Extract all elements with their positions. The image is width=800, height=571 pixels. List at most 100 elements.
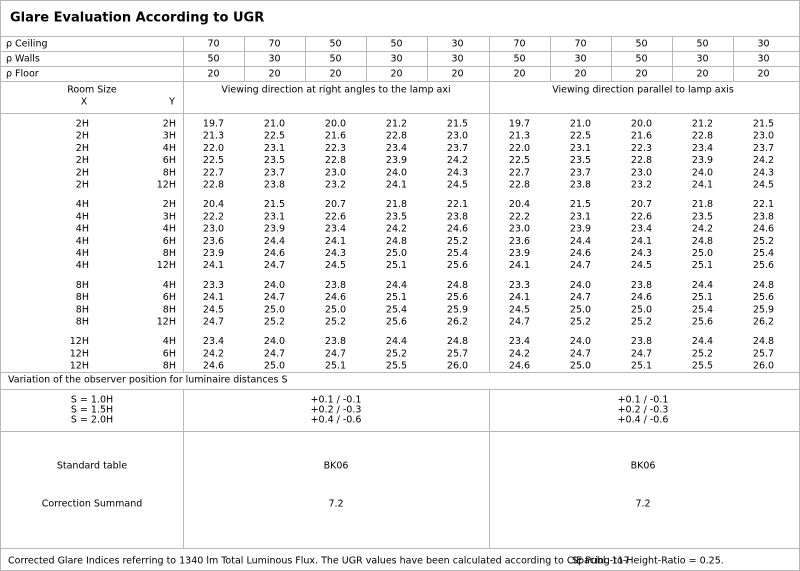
ugr-value: 23.9 — [570, 224, 591, 235]
variation-value: +0.4 / -0.6 — [618, 415, 669, 426]
ugr-value: 21.3 — [203, 131, 224, 142]
reflectance-value: 30 — [574, 54, 586, 65]
ugr-value: 22.8 — [325, 155, 346, 166]
ugr-value: 25.6 — [692, 317, 713, 328]
room-x: 8H — [76, 292, 89, 303]
ugr-value: 24.8 — [753, 336, 774, 347]
ugr-value: 22.5 — [264, 131, 285, 142]
reflectance-value: 30 — [757, 54, 769, 65]
ugr-value: 25.6 — [753, 292, 774, 303]
ugr-value: 24.7 — [264, 260, 285, 271]
ugr-value: 21.6 — [325, 131, 346, 142]
ugr-value: 22.0 — [509, 143, 530, 154]
ugr-value: 25.2 — [753, 236, 774, 247]
title: Glare Evaluation According to UGR — [10, 11, 264, 26]
ugr-value: 25.0 — [570, 304, 591, 315]
s-label: S = 2.0H — [71, 415, 113, 426]
ugr-value: 24.8 — [447, 280, 468, 291]
ugr-value: 26.0 — [447, 361, 468, 372]
room-y: 4H — [163, 224, 176, 235]
ugr-value: 22.8 — [631, 155, 652, 166]
ugr-value: 22.2 — [203, 211, 224, 222]
ugr-value: 25.2 — [447, 236, 468, 247]
ugr-value: 24.1 — [203, 292, 224, 303]
variation-value: +0.2 / -0.3 — [311, 405, 362, 416]
ugr-value: 23.8 — [447, 211, 468, 222]
ugr-value: 24.1 — [692, 180, 713, 191]
ugr-value: 25.1 — [386, 292, 407, 303]
ugr-value: 24.6 — [753, 224, 774, 235]
ugr-value: 22.5 — [570, 131, 591, 142]
ugr-value: 26.2 — [753, 317, 774, 328]
ugr-value: 23.8 — [631, 280, 652, 291]
reflectance-value: 20 — [390, 69, 402, 80]
ugr-value: 20.4 — [203, 199, 224, 210]
ugr-value: 25.2 — [325, 317, 346, 328]
s-label: S = 1.0H — [71, 395, 113, 406]
reflectance-value: 50 — [635, 39, 647, 50]
reflectance-value: 30 — [696, 54, 708, 65]
reflectance-value: 70 — [268, 39, 280, 50]
ugr-value: 25.1 — [325, 361, 346, 372]
ugr-value: 25.0 — [386, 248, 407, 259]
ugr-value: 21.6 — [631, 131, 652, 142]
ugr-value: 23.9 — [203, 248, 224, 259]
ugr-value: 25.0 — [325, 304, 346, 315]
ugr-value: 23.0 — [325, 167, 346, 178]
ugr-value: 23.1 — [570, 211, 591, 222]
ugr-value: 24.6 — [203, 361, 224, 372]
ugr-value: 23.0 — [509, 224, 530, 235]
reflectance-value: 20 — [696, 69, 708, 80]
ugr-value: 24.4 — [386, 336, 407, 347]
ugr-value: 24.0 — [264, 280, 285, 291]
variation-value: +0.2 / -0.3 — [618, 405, 669, 416]
ugr-value: 24.6 — [447, 224, 468, 235]
room-y: 8H — [163, 361, 176, 372]
ugr-value: 22.0 — [203, 143, 224, 154]
ugr-value: 24.7 — [631, 348, 652, 359]
ugr-value: 23.4 — [325, 224, 346, 235]
ugr-value: 24.7 — [203, 317, 224, 328]
room-y: 8H — [163, 304, 176, 315]
room-y: 2H — [163, 119, 176, 130]
reflectance-value: 20 — [635, 69, 647, 80]
ugr-value: 20.0 — [631, 119, 652, 130]
room-y: 6H — [163, 155, 176, 166]
ugr-value: 22.8 — [386, 131, 407, 142]
ugr-value: 22.2 — [509, 211, 530, 222]
ugr-value: 19.7 — [509, 119, 530, 130]
ugr-value: 24.0 — [264, 336, 285, 347]
ugr-value: 23.8 — [753, 211, 774, 222]
ugr-value: 24.0 — [570, 336, 591, 347]
ugr-value: 24.3 — [447, 167, 468, 178]
ugr-value: 23.7 — [570, 167, 591, 178]
ugr-value: 24.4 — [264, 236, 285, 247]
ugr-value: 23.4 — [631, 224, 652, 235]
ugr-value: 25.2 — [692, 348, 713, 359]
ugr-value: 24.8 — [386, 236, 407, 247]
ugr-value: 23.3 — [203, 280, 224, 291]
ugr-value: 23.4 — [692, 143, 713, 154]
room-x: 12H — [70, 348, 89, 359]
ugr-value: 24.0 — [692, 167, 713, 178]
ugr-value: 25.2 — [631, 317, 652, 328]
reflectance-value: 50 — [513, 54, 525, 65]
standard-table-label: Standard table — [57, 461, 127, 472]
ugr-value: 22.5 — [203, 155, 224, 166]
y-label: Y — [168, 97, 175, 108]
ugr-value: 26.2 — [447, 317, 468, 328]
room-y: 8H — [163, 167, 176, 178]
ugr-value: 22.1 — [447, 199, 468, 210]
ugr-value: 21.0 — [570, 119, 591, 130]
ugr-value: 25.0 — [264, 361, 285, 372]
reflectance-value: 20 — [574, 69, 586, 80]
ugr-value: 24.2 — [692, 224, 713, 235]
reflectance-value: 20 — [757, 69, 769, 80]
ugr-value: 24.4 — [692, 336, 713, 347]
reflectance-value: 20 — [513, 69, 525, 80]
ugr-value: 23.9 — [509, 248, 530, 259]
ugr-value: 19.7 — [203, 119, 224, 130]
ugr-value: 24.8 — [447, 336, 468, 347]
room-x: 2H — [76, 119, 89, 130]
room-y: 4H — [163, 143, 176, 154]
